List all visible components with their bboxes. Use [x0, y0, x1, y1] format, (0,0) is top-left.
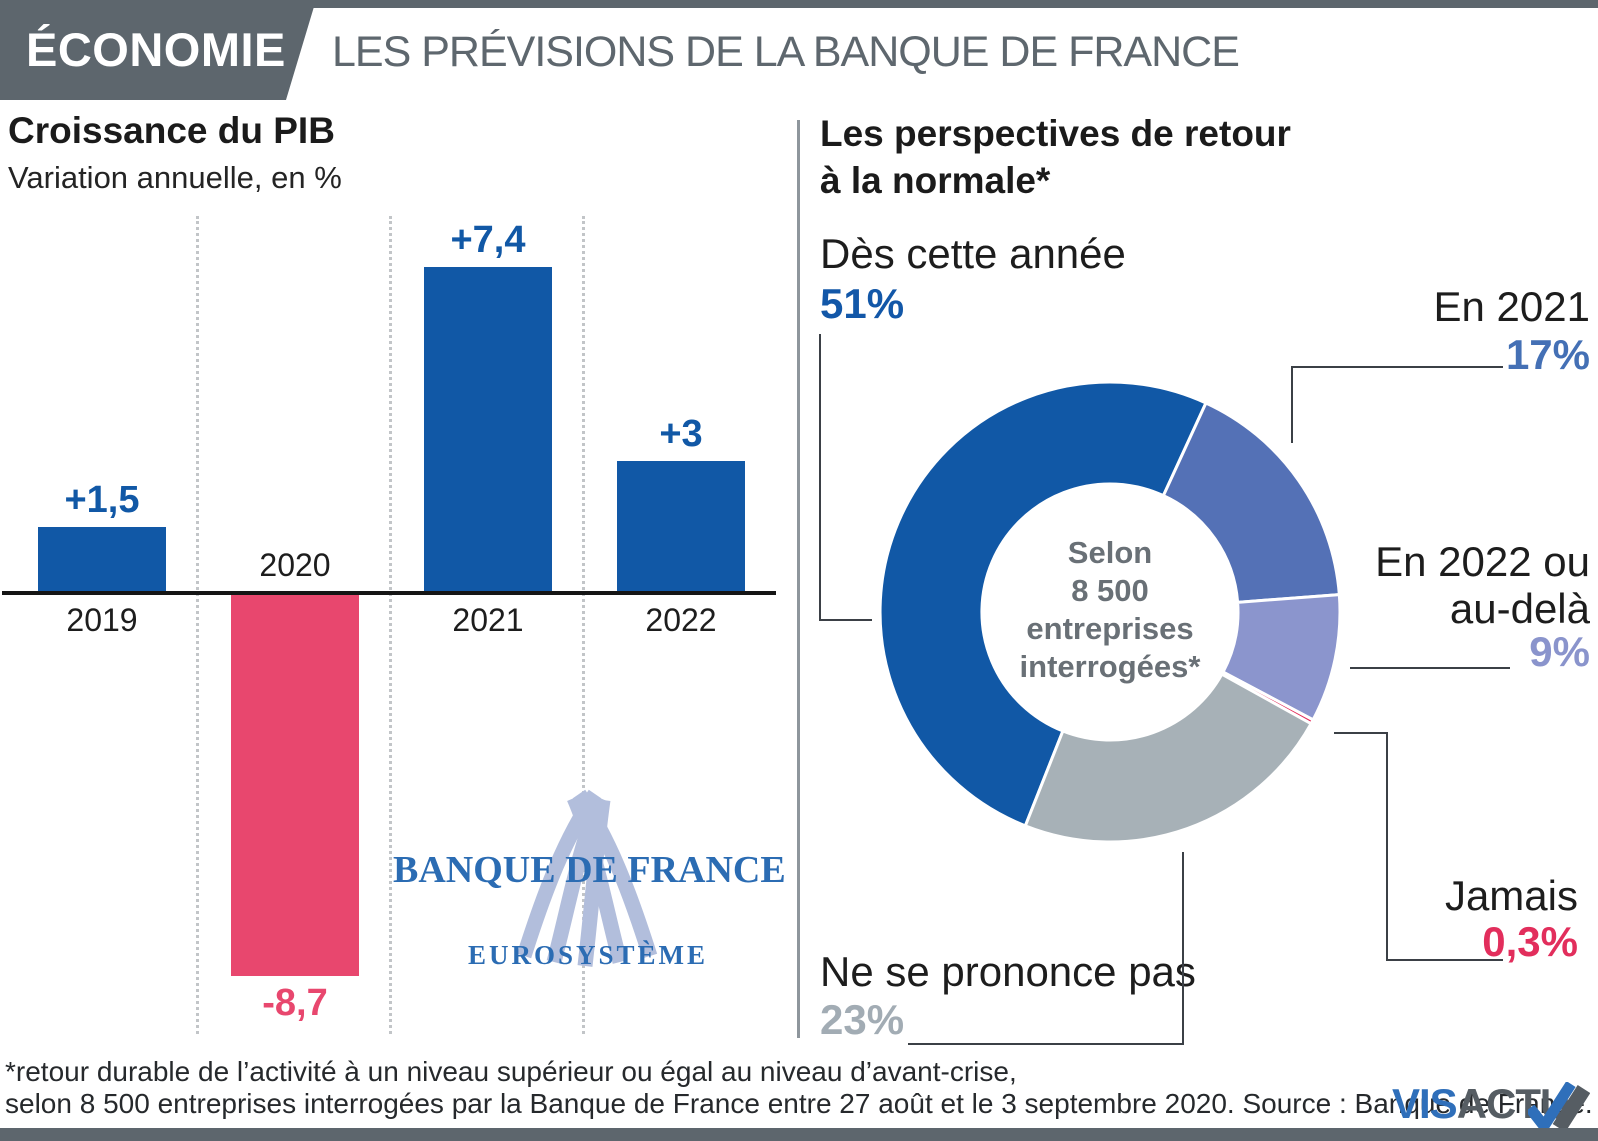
- callout-value-jamais: 0,3%: [1482, 918, 1578, 965]
- bar-2021: [424, 267, 552, 593]
- donut-chart-title: Les perspectives de retour à la normale*: [820, 110, 1291, 204]
- bar-category-label: 2021: [452, 602, 524, 638]
- callout-value-ne-se-prononce-pas: 23%: [820, 996, 905, 1043]
- donut-center-line: entreprises: [1026, 611, 1194, 646]
- panel-divider: [797, 120, 800, 1038]
- bar-value-label: +7,4: [450, 219, 526, 262]
- bar-chart-subtitle: Variation annuelle, en %: [8, 160, 342, 195]
- bar-value-label: +1,5: [64, 479, 140, 521]
- bar-2022: [617, 461, 745, 593]
- x-axis-zero-line: [2, 591, 776, 595]
- callout-value-des-cette-annee: 51%: [820, 280, 905, 327]
- donut-chart-title-line2: à la normale*: [820, 160, 1051, 201]
- donut-center-line: 8 500: [1071, 573, 1149, 608]
- leader-line-17: [1291, 366, 1503, 443]
- bar-value-label: -8,7: [262, 981, 328, 1024]
- bar-category-label: 2019: [66, 602, 138, 638]
- callout-value-en-2021: 17%: [1505, 331, 1590, 378]
- donut-chart: [878, 380, 1342, 844]
- donut-center-label: Selon 8 500 entreprises interrogées*: [978, 534, 1242, 686]
- leader-line-51: [819, 334, 872, 621]
- callout-label-en-2021: En 2021: [1433, 283, 1590, 330]
- callout-label-jamais: Jamais: [1444, 872, 1578, 919]
- visactu-logo: VISACTU: [1392, 1080, 1570, 1128]
- bar-category-label: 2020: [259, 547, 331, 583]
- header-top-bar: [0, 0, 1598, 8]
- banque-de-france-wordmark: BANQUE DE FRANCE: [393, 849, 786, 891]
- eurosysteme-wordmark: EUROSYSTÈME: [467, 940, 709, 970]
- bar-2019: [38, 527, 166, 593]
- banque-de-france-emblem-icon: [516, 789, 658, 967]
- banque-de-france-logo: BANQUE DE FRANCE EUROSYSTÈME: [393, 760, 786, 990]
- visactu-vis-text: VIS: [1392, 1080, 1458, 1127]
- footnote-line1: *retour durable de l’activité à un nivea…: [5, 1056, 1017, 1087]
- callout-label-en-2022: En 2022 ou au-delà: [1375, 538, 1590, 632]
- donut-chart-title-line1: Les perspectives de retour: [820, 113, 1291, 154]
- donut-center-line: interrogées*: [1019, 649, 1201, 684]
- grid-separator: [389, 216, 392, 1034]
- donut-segment-17: [1161, 400, 1341, 604]
- bar-category-label: 2022: [645, 602, 717, 638]
- category-badge-label: ÉCONOMIE: [26, 23, 286, 76]
- footnote-line2: selon 8 500 entreprises interrogées par …: [5, 1088, 1593, 1119]
- donut-segment-23: [1023, 672, 1314, 844]
- bar-2020: [231, 593, 359, 976]
- callout-label-ne-se-prononce-pas: Ne se prononce pas: [820, 948, 1196, 995]
- grid-separator: [196, 216, 199, 1034]
- leader-line-23: [908, 852, 1184, 1045]
- donut-segment-51: [878, 380, 1208, 828]
- category-badge: ÉCONOMIE: [0, 0, 316, 100]
- leader-line-03: [1334, 732, 1503, 961]
- callout-label-des-cette-annee: Dès cette année: [820, 230, 1126, 277]
- bar-chart-title: Croissance du PIB: [8, 110, 335, 151]
- visactu-mark-icon: [1528, 1082, 1590, 1128]
- donut-center-line: Selon: [1067, 535, 1153, 570]
- page-title: LES PRÉVISIONS DE LA BANQUE DE FRANCE: [332, 28, 1240, 76]
- footer-bottom-bar: [0, 1128, 1598, 1141]
- grid-separator: [582, 216, 585, 1034]
- callout-value-en-2022: 9%: [1529, 628, 1590, 675]
- bar-value-label: +3: [659, 413, 703, 455]
